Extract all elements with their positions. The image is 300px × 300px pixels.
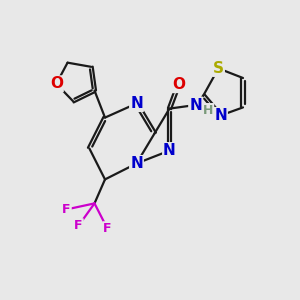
Text: F: F <box>103 222 112 235</box>
Text: F: F <box>74 219 83 232</box>
Text: N: N <box>163 143 176 158</box>
Text: H: H <box>203 104 213 117</box>
Text: S: S <box>213 61 224 76</box>
Text: O: O <box>172 77 185 92</box>
Text: O: O <box>50 76 63 91</box>
Text: N: N <box>130 156 143 171</box>
Text: N: N <box>189 98 202 112</box>
Text: N: N <box>130 96 143 111</box>
Text: F: F <box>62 203 71 216</box>
Text: N: N <box>214 108 227 123</box>
